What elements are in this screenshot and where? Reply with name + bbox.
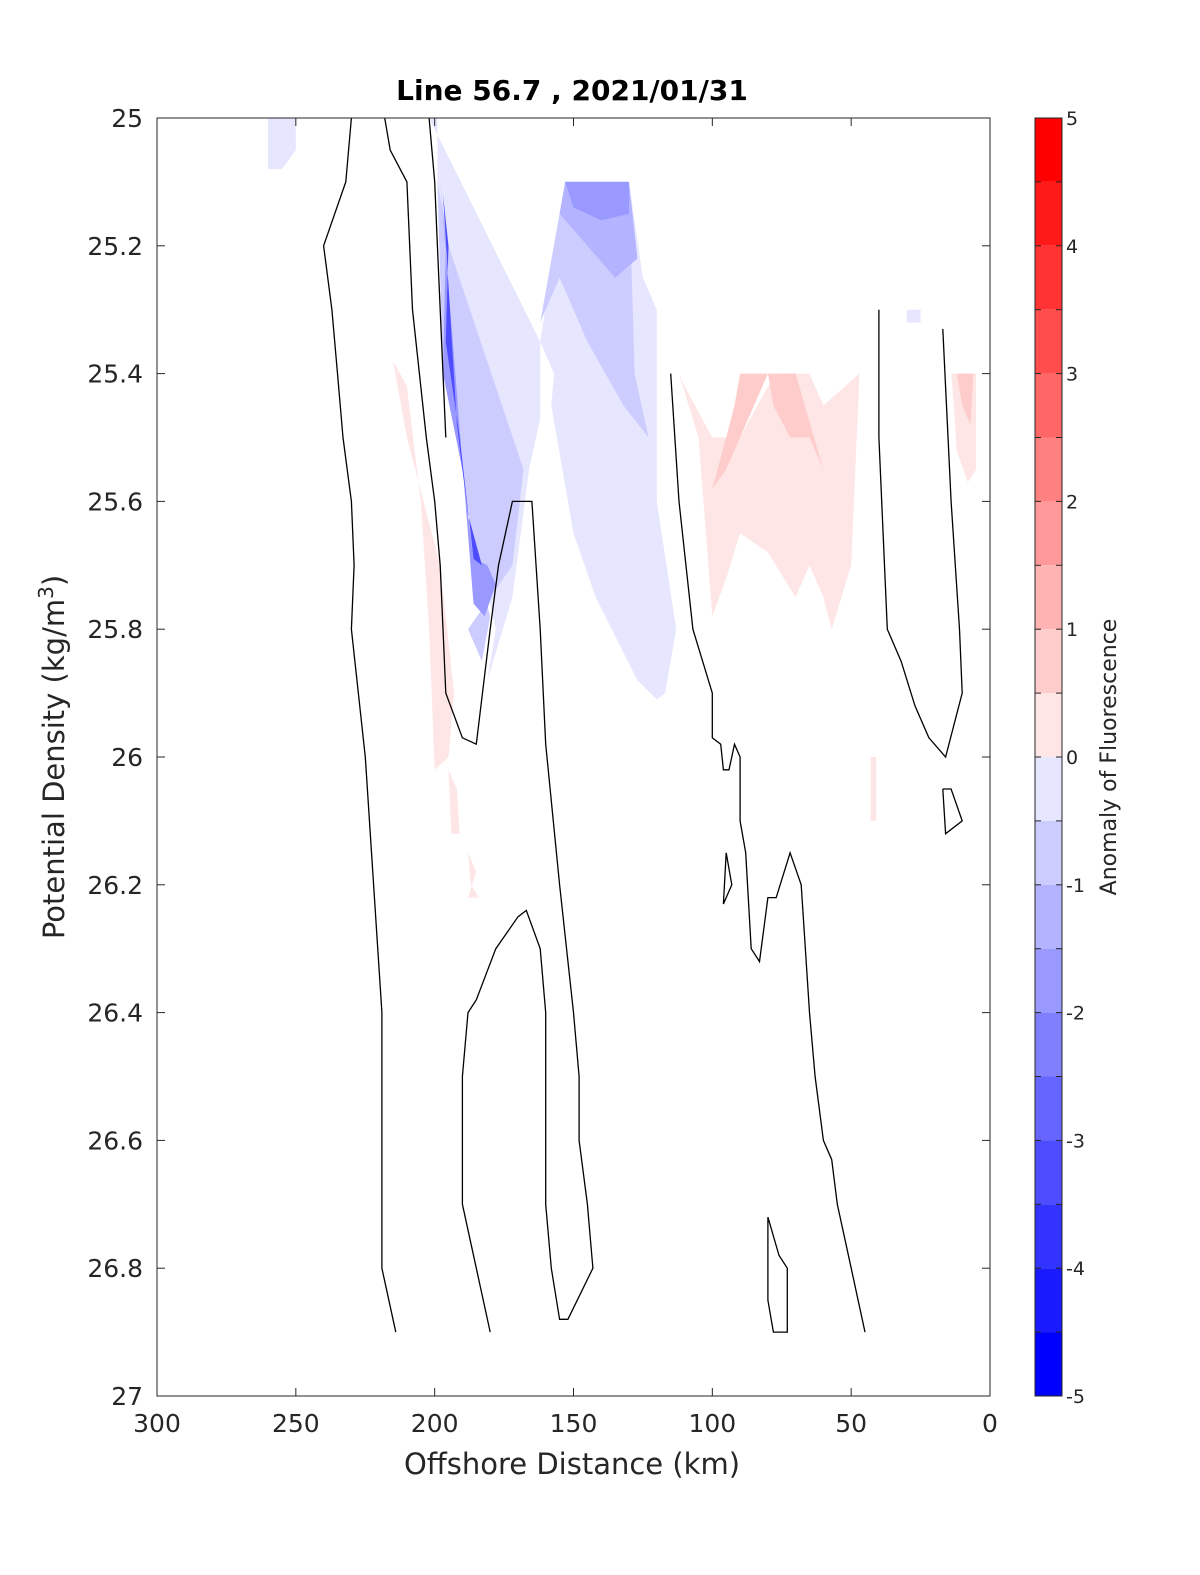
y-axis: 25 25.2 25.4 25.6 25.8 26 26.2 26.4 26.6 26.8 27 xyxy=(87,104,990,1411)
colorbar-tick-label: 1 xyxy=(1066,619,1078,641)
filled-region-7 xyxy=(443,194,482,566)
colorbar-segment xyxy=(1035,948,1062,1013)
y-axis-label-close: ) xyxy=(37,575,71,586)
contour-line-0 xyxy=(322,117,397,1333)
colorbar-frame xyxy=(1034,117,1063,1397)
colorbar-tick-label: 3 xyxy=(1066,364,1078,386)
colorbar-segment xyxy=(1035,1332,1062,1396)
filled-region-10 xyxy=(468,852,480,898)
colorbar-segment xyxy=(1035,1268,1062,1333)
y-axis-label-main: Potential Density (kg/m xyxy=(37,599,71,939)
filled-region-12 xyxy=(712,373,824,489)
colorbar-segment xyxy=(1035,820,1062,885)
colorbar-tick-label: 0 xyxy=(1066,747,1078,769)
y-tick-label: 25.2 xyxy=(87,232,143,261)
y-axis-label: Potential Density (kg/m3) xyxy=(34,575,71,939)
filled-region-15 xyxy=(870,757,877,821)
x-tick-label: 200 xyxy=(411,1409,459,1438)
colorbar-segment xyxy=(1035,181,1062,246)
x-tick-label: 150 xyxy=(550,1409,598,1438)
y-tick-label: 25.6 xyxy=(87,487,143,516)
x-tick-label: 250 xyxy=(272,1409,320,1438)
colorbar-segment xyxy=(1035,1076,1062,1141)
filled-region-4 xyxy=(565,181,629,221)
colorbar-tick-label: 4 xyxy=(1066,236,1078,258)
colorbar-segment xyxy=(1035,629,1062,694)
contour-line-3 xyxy=(670,373,866,1333)
filled-region-14 xyxy=(956,373,974,425)
x-tick-label: 0 xyxy=(982,1409,998,1438)
x-axis-label: Offshore Distance (km) xyxy=(404,1447,740,1481)
colorbar-segment xyxy=(1035,245,1062,310)
contour-line-7 xyxy=(942,788,963,835)
colorbar-segment xyxy=(1035,437,1062,502)
colorbar-label: Anomaly of Fluorescence xyxy=(1097,619,1122,896)
y-tick-label: 26.2 xyxy=(87,871,143,900)
colorbar-tick-label: -2 xyxy=(1066,1003,1085,1025)
filled-region-8 xyxy=(393,360,455,770)
colorbar-tick-label: 5 xyxy=(1066,108,1078,130)
filled-contour-layer xyxy=(268,118,977,898)
y-tick-label: 25 xyxy=(111,104,143,133)
filled-region-9 xyxy=(448,769,460,834)
filled-region-16 xyxy=(906,309,921,323)
contour-line-layer xyxy=(322,117,963,1333)
colorbar-segment xyxy=(1035,1012,1062,1077)
chart-title: Line 56.7 , 2021/01/31 xyxy=(396,74,748,107)
colorbar: 5 4 3 2 1 0 -1 -2 -3 -4 -5 xyxy=(1034,108,1085,1408)
y-tick-label: 25.8 xyxy=(87,615,143,644)
x-axis: 300 250 200 150 100 50 0 xyxy=(133,118,998,1438)
colorbar-segment xyxy=(1035,1204,1062,1269)
colorbar-tick-label: -4 xyxy=(1066,1258,1085,1280)
y-tick-label: 26.8 xyxy=(87,1254,143,1283)
colorbar-tick-label: -3 xyxy=(1066,1130,1085,1152)
colorbar-segment xyxy=(1035,1140,1062,1205)
colorbar-segment xyxy=(1035,373,1062,438)
contour-line-2 xyxy=(428,117,447,438)
colorbar-segment xyxy=(1035,309,1062,374)
y-tick-label: 26 xyxy=(111,743,143,772)
y-tick-label: 26.6 xyxy=(87,1126,143,1155)
y-tick-label: 25.4 xyxy=(87,360,143,389)
filled-region-0 xyxy=(268,118,296,170)
colorbar-tick-label: 2 xyxy=(1066,491,1078,513)
colorbar-tick-label: -1 xyxy=(1066,875,1085,897)
contour-line-5 xyxy=(767,1216,788,1333)
colorbar-segment xyxy=(1035,118,1062,182)
colorbar-segment xyxy=(1035,693,1062,757)
filled-region-11 xyxy=(679,373,860,630)
filled-region-6 xyxy=(440,181,496,617)
contour-line-6 xyxy=(878,309,963,759)
colorbar-tick-label: -5 xyxy=(1066,1386,1085,1408)
x-tick-label: 50 xyxy=(835,1409,867,1438)
contour-line-4 xyxy=(722,852,733,905)
colorbar-segment xyxy=(1035,565,1062,630)
filled-region-5 xyxy=(437,181,524,662)
contour-line-1 xyxy=(384,117,594,1333)
y-tick-label: 27 xyxy=(111,1382,143,1411)
x-tick-label: 300 xyxy=(133,1409,181,1438)
colorbar-segment xyxy=(1035,501,1062,566)
colorbar-segment xyxy=(1035,757,1062,821)
y-axis-label-superscript: 3 xyxy=(34,586,58,599)
colorbar-segment xyxy=(1035,884,1062,949)
x-tick-label: 100 xyxy=(688,1409,736,1438)
y-tick-label: 26.4 xyxy=(87,999,143,1028)
